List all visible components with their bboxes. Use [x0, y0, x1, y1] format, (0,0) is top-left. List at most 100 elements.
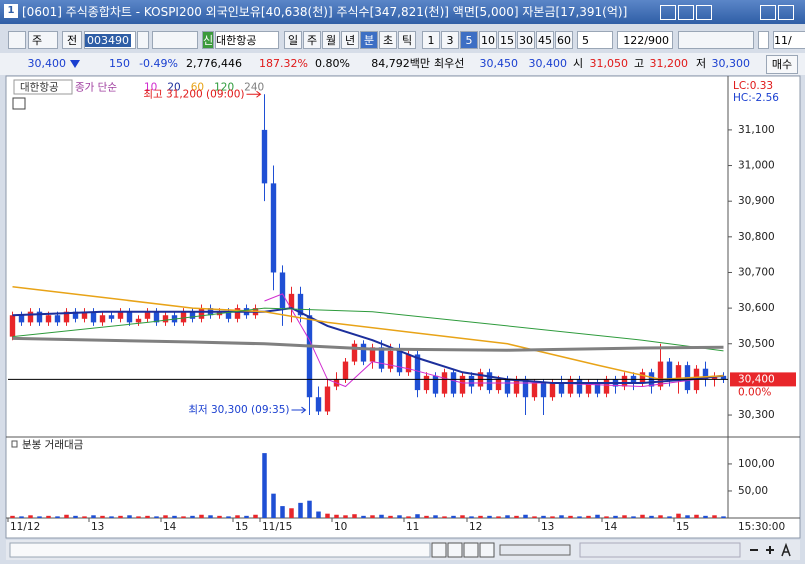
dropdown[interactable]	[137, 31, 149, 49]
annotation: 최저 30,300 (09:35)	[188, 404, 289, 416]
window-button[interactable]	[678, 5, 694, 20]
volume-bar	[10, 515, 15, 518]
volume-bar	[649, 515, 654, 518]
volume-bar	[19, 516, 24, 518]
type-select[interactable]: 전	[62, 31, 82, 49]
scroll-button[interactable]	[447, 542, 463, 558]
chart-frame	[5, 75, 801, 539]
volume-tick-label: 100,00	[738, 458, 775, 470]
minute-button[interactable]: 10	[479, 31, 497, 49]
table-icon[interactable]	[12, 97, 26, 110]
panel-icon	[11, 440, 18, 448]
candle-body	[36, 311, 43, 323]
volume-bar	[496, 516, 501, 518]
zoom-in[interactable]	[766, 546, 774, 554]
volume-bar	[190, 515, 195, 518]
volume-bar	[514, 515, 519, 518]
high: 31,200	[649, 57, 689, 70]
y-tick-label: 31,000	[738, 160, 775, 172]
interval-button[interactable]: 년	[341, 31, 359, 49]
window-number: 1	[4, 4, 18, 18]
window-button[interactable]	[660, 5, 676, 20]
date-field[interactable]: 11/	[773, 31, 805, 49]
buy-button[interactable]: 매수	[766, 55, 798, 74]
candle-body	[135, 318, 142, 323]
minute-button[interactable]: 5	[460, 31, 478, 49]
volume-bar	[640, 514, 645, 518]
y-tick-label: 30,500	[738, 338, 775, 350]
volume-bar	[487, 515, 492, 518]
candle-body	[450, 372, 457, 394]
volume-bar	[136, 516, 141, 518]
candle-body	[423, 375, 430, 391]
menu-icon[interactable]	[8, 31, 26, 49]
tool-icons[interactable]	[152, 31, 198, 49]
volume-bar	[460, 515, 465, 518]
count-field[interactable]: 122/900	[617, 31, 673, 49]
annotation-arrow	[291, 406, 307, 414]
candle-body	[567, 379, 574, 394]
candle-body	[342, 361, 349, 380]
candle-body	[288, 293, 295, 309]
zoom-slider[interactable]	[499, 544, 571, 556]
legend-entry: 120	[214, 82, 234, 94]
window-button[interactable]	[696, 5, 712, 20]
scroll-track[interactable]	[9, 542, 431, 558]
volume-bar	[424, 515, 429, 518]
volume-bar	[721, 516, 726, 518]
minute-button[interactable]: 30	[517, 31, 535, 49]
volume-bar	[262, 453, 267, 518]
interval-button[interactable]: 초	[379, 31, 397, 49]
interval-button[interactable]: 월	[322, 31, 340, 49]
minute-button[interactable]: 60	[555, 31, 573, 49]
candle-body	[441, 372, 448, 394]
interval-button[interactable]: 분	[360, 31, 378, 49]
volume-bar	[145, 515, 150, 518]
candle-body	[459, 375, 466, 394]
minimize-button[interactable]	[760, 5, 776, 20]
low-label: 저	[696, 57, 707, 70]
candle-body	[513, 379, 520, 394]
candle-body	[540, 382, 547, 398]
candle-body	[144, 311, 151, 319]
tool-icons[interactable]	[678, 31, 754, 49]
candle-body	[720, 375, 727, 380]
scroll-button[interactable]	[431, 542, 447, 558]
minute-button[interactable]: 1	[422, 31, 440, 49]
volume-bar	[280, 506, 285, 518]
scroll-button[interactable]	[479, 542, 495, 558]
interval-button[interactable]: 주	[303, 31, 321, 49]
x-tick-label: 11/15	[262, 521, 292, 533]
checkbox[interactable]	[758, 31, 769, 49]
minute-button[interactable]: 3	[441, 31, 459, 49]
minute-button[interactable]: 15	[498, 31, 516, 49]
unit-select[interactable]: 5	[577, 31, 613, 49]
volume-bar	[586, 515, 591, 518]
last-price-label: 30,400	[738, 373, 775, 385]
minute-button[interactable]: 45	[536, 31, 554, 49]
font-button[interactable]	[781, 542, 791, 557]
stop-button[interactable]	[463, 542, 479, 558]
candle-body	[378, 347, 385, 369]
period-select[interactable]: 주	[28, 31, 58, 49]
stock-name: 대한항공	[215, 31, 279, 49]
close-button[interactable]	[778, 5, 794, 20]
tool-icons[interactable]	[579, 542, 741, 558]
candle-body	[90, 311, 97, 323]
candle-body	[45, 315, 52, 323]
volume-bar	[127, 515, 132, 518]
volume-bar	[604, 516, 609, 518]
candle-body	[594, 382, 601, 394]
candle-body	[702, 368, 709, 380]
rate: -0.49%	[139, 57, 178, 70]
y-tick-label: 30,600	[738, 302, 775, 314]
candle-body	[180, 311, 187, 323]
interval-button[interactable]: 틱	[398, 31, 416, 49]
volume-bar	[82, 516, 87, 518]
volume-bar	[703, 515, 708, 518]
candle-body	[261, 129, 268, 184]
interval-button[interactable]: 일	[284, 31, 302, 49]
code-input[interactable]: 003490	[84, 31, 136, 49]
